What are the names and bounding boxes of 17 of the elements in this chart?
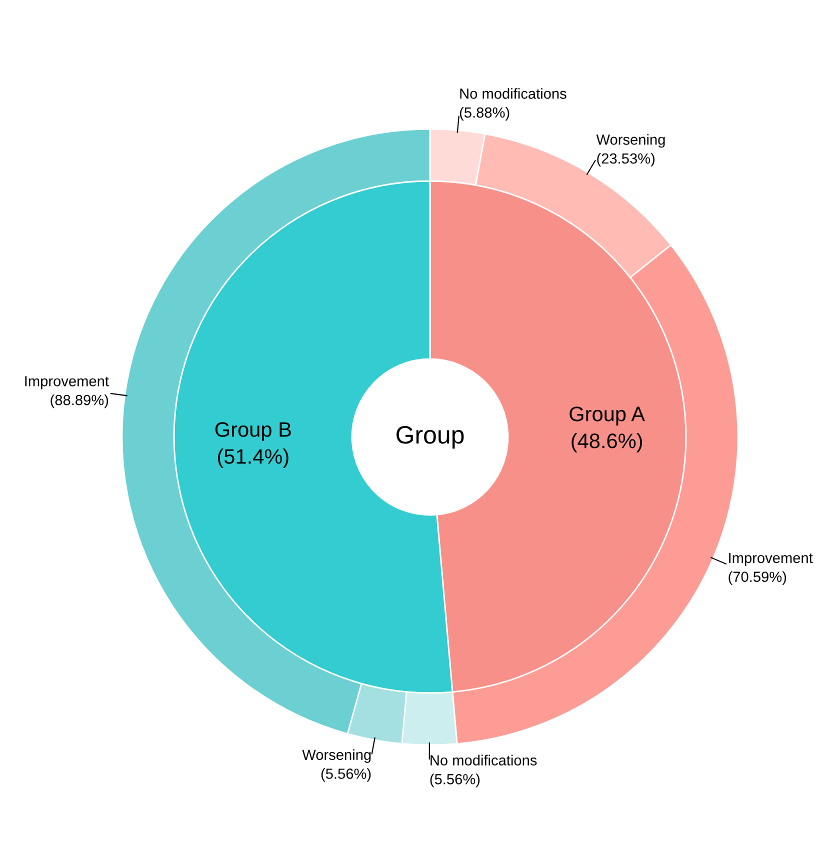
text: Improvement: [25, 376, 109, 390]
legend-label: No modifications: [430, 754, 537, 766]
data-label: (5.56%): [321, 768, 371, 782]
data-label: (70.59%): [728, 571, 786, 585]
data-label: (5.88%): [460, 106, 510, 121]
data-label: (23.53%): [597, 152, 655, 167]
text: Worsening: [596, 134, 665, 148]
data-label: (48.6%): [572, 432, 642, 452]
data-label: (88.89%): [50, 394, 108, 408]
data-label: (5.56%): [430, 774, 480, 788]
category-label: Group A: [570, 406, 646, 426]
text: Worsening: [302, 749, 371, 763]
text: No modifications: [460, 88, 566, 99]
data-label: (51.4%): [218, 448, 288, 468]
text: Group: [396, 426, 464, 449]
legend-label: Improvement: [729, 552, 813, 566]
category-label: Group B: [215, 422, 291, 442]
